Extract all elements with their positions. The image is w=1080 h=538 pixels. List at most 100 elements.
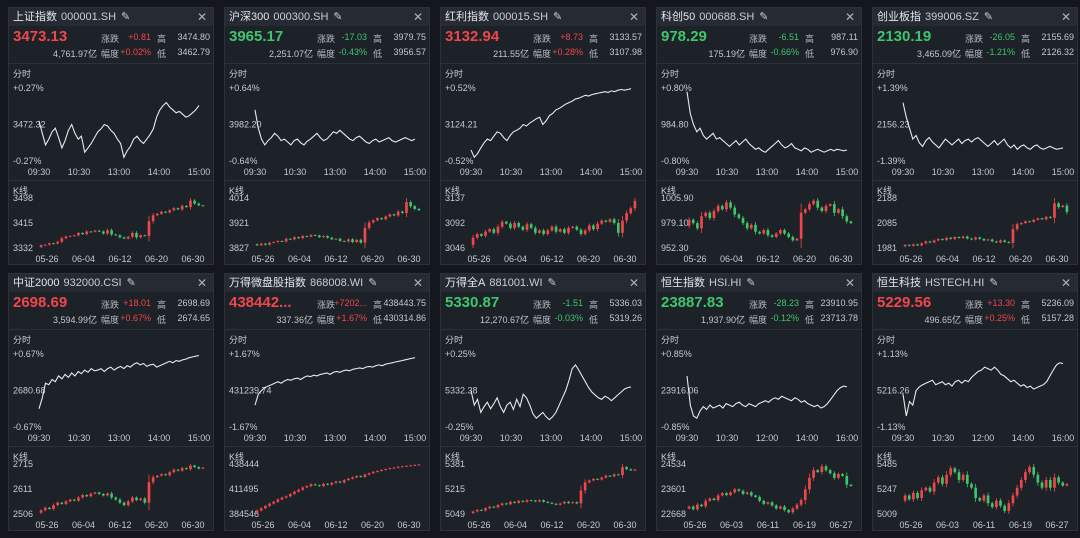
edit-icon[interactable]: ✎ (746, 277, 756, 289)
index-panel[interactable]: 中证2000 932000.CSI ✎ ✕ 2698.69 3,594.99亿 涨跌… (8, 273, 214, 531)
close-icon[interactable]: ✕ (844, 10, 855, 24)
kline-candle (687, 219, 691, 226)
intraday-chart[interactable]: +0.67% 2680.68 -0.67%09:30 10:30 13:00 14:00 1… (9, 344, 214, 450)
kline-candle (93, 230, 97, 232)
kline-candle (180, 205, 184, 210)
close-icon[interactable]: ✕ (628, 276, 639, 290)
kline-candle (1024, 221, 1027, 224)
kline-date-label: 06-04 (936, 254, 959, 264)
edit-icon[interactable]: ✎ (759, 11, 769, 23)
index-panel[interactable]: 万得微盘股指数 868008.WI ✎ ✕ 438442... 337.36亿 涨跌… (224, 273, 430, 531)
turnover-amount: 2,251.07亿 (268, 49, 313, 59)
close-icon[interactable]: ✕ (844, 276, 855, 290)
kline-candle (396, 466, 400, 468)
kline-candle (978, 498, 982, 501)
kline-candle (932, 482, 936, 492)
index-panel[interactable]: 创业板指 399006.SZ ✎ ✕ 2130.19 3,465.09亿 涨跌 -2… (872, 7, 1078, 265)
kline-candle (500, 503, 504, 506)
kline-date-label: 06-30 (613, 520, 636, 530)
intraday-time-label: 10:30 (716, 433, 739, 443)
index-code: 000688.SH (699, 11, 755, 23)
kline-date-label: 06-20 (793, 254, 816, 264)
kline-candle (193, 200, 196, 204)
intraday-chart[interactable]: +1.13% 5216.26 -1.13%09:30 10:30 12:00 14:00 1… (873, 344, 1078, 450)
index-panel[interactable]: 上证指数 000001.SH ✎ ✕ 3473.13 4,761.97亿 涨跌 +0… (8, 7, 214, 265)
intraday-chart[interactable]: +0.80% 984.80 -0.80%09:30 10:30 13:00 14:00 15… (657, 78, 862, 184)
edit-icon[interactable]: ✎ (989, 277, 999, 289)
kline-candle (326, 483, 329, 485)
close-icon[interactable]: ✕ (1060, 10, 1071, 24)
edit-icon[interactable]: ✎ (983, 11, 994, 23)
kline-candle (612, 219, 616, 223)
intraday-time-label: 14:00 (148, 433, 171, 443)
edit-icon[interactable]: ✎ (121, 11, 131, 23)
intraday-chart[interactable]: +0.85% 23916.06 -0.85%09:30 10:30 12:00 14:00… (657, 344, 862, 450)
close-icon[interactable]: ✕ (412, 276, 423, 290)
kline-date-label: 06-12 (324, 520, 347, 530)
intraday-chart[interactable]: +1.39% 2156.23 -1.39%09:30 10:30 13:00 14:00 1… (873, 78, 1078, 184)
intraday-chart[interactable]: +0.64% 3982.20 -0.64%09:30 10:30 13:00 14:00 1… (225, 78, 430, 184)
close-icon[interactable]: ✕ (196, 10, 207, 24)
kline-candle (612, 474, 616, 477)
index-code: 881001.WI (489, 277, 543, 289)
high-label: 高 (589, 300, 599, 310)
intraday-mid-label: 984.80 (661, 120, 689, 130)
edit-icon[interactable]: ✎ (368, 277, 378, 289)
edit-icon[interactable]: ✎ (553, 11, 563, 23)
intraday-chart[interactable]: +0.52% 3124.21 -0.52%09:30 10:30 13:00 14:00 1… (441, 78, 646, 184)
kline-candle (849, 484, 853, 486)
index-panel[interactable]: 科创50 000688.SH ✎ ✕ 978.29 175.19亿 涨跌 -6.51… (656, 7, 862, 265)
close-icon[interactable]: ✕ (412, 10, 423, 24)
intraday-chart[interactable]: +1.67% 431239.74 -1.67%09:30 10:30 13:00 14:0… (225, 344, 430, 450)
kline-candle (741, 217, 745, 224)
kline-candle (68, 499, 72, 502)
kline-candle (907, 495, 911, 500)
kline-candle (471, 511, 475, 514)
change-value: +7202... (334, 298, 367, 308)
panel-header: 沪深300 000300.SH ✎ ✕ (225, 8, 429, 26)
edit-icon[interactable]: ✎ (333, 11, 343, 23)
close-icon[interactable]: ✕ (628, 10, 639, 24)
kline-candle (367, 473, 371, 475)
index-panel[interactable]: 沪深300 000300.SH ✎ ✕ 3965.17 2,251.07亿 涨跌 -… (224, 7, 430, 265)
kline-candle (999, 240, 1002, 243)
kline-candle (808, 204, 811, 210)
intraday-chart[interactable]: +0.25% 5332.38 -0.25%09:30 10:30 13:00 14:00 1… (441, 344, 646, 450)
kline-candle (392, 467, 396, 469)
kline-candle (770, 502, 774, 506)
close-icon[interactable]: ✕ (196, 276, 207, 290)
kline-candle (725, 202, 728, 210)
kline-candle (820, 466, 824, 473)
change-label: 涨跌 (749, 300, 768, 310)
index-panel[interactable]: 恒生指数 HSI.HI ✎ ✕ 23887.83 1,937.90亿 涨跌 -28.… (656, 273, 862, 531)
kline-candle (380, 218, 383, 220)
index-panel[interactable]: 恒生科技 HSTECH.HI ✎ ✕ 5229.56 496.65亿 涨跌 +13.… (872, 273, 1078, 531)
kline-date-label: 06-19 (1009, 520, 1032, 530)
index-panel[interactable]: 万得全A 881001.WI ✎ ✕ 5330.87 12,270.67亿 涨跌 -… (440, 273, 646, 531)
low-label: 低 (805, 49, 815, 59)
kline-section-label: K线 (13, 186, 29, 196)
close-icon[interactable]: ✕ (1060, 276, 1071, 290)
edit-icon[interactable]: ✎ (126, 277, 136, 289)
kline-candle (43, 244, 47, 246)
intraday-chart[interactable]: +0.27% 3472.32 -0.27%09:30 10:30 13:00 14:00 1… (9, 78, 214, 184)
kline-candle (912, 244, 915, 246)
change-value: +18.01 (123, 298, 151, 308)
kline-candle (68, 235, 72, 237)
index-panel[interactable]: 红利指数 000015.SH ✎ ✕ 3132.94 211.55亿 涨跌 +8.7… (440, 7, 646, 265)
edit-icon[interactable]: ✎ (547, 277, 557, 289)
kline-candle (280, 240, 284, 242)
intraday-time-label: 14:00 (580, 167, 603, 177)
kline-candle (110, 493, 113, 498)
high-label: 高 (805, 300, 815, 310)
